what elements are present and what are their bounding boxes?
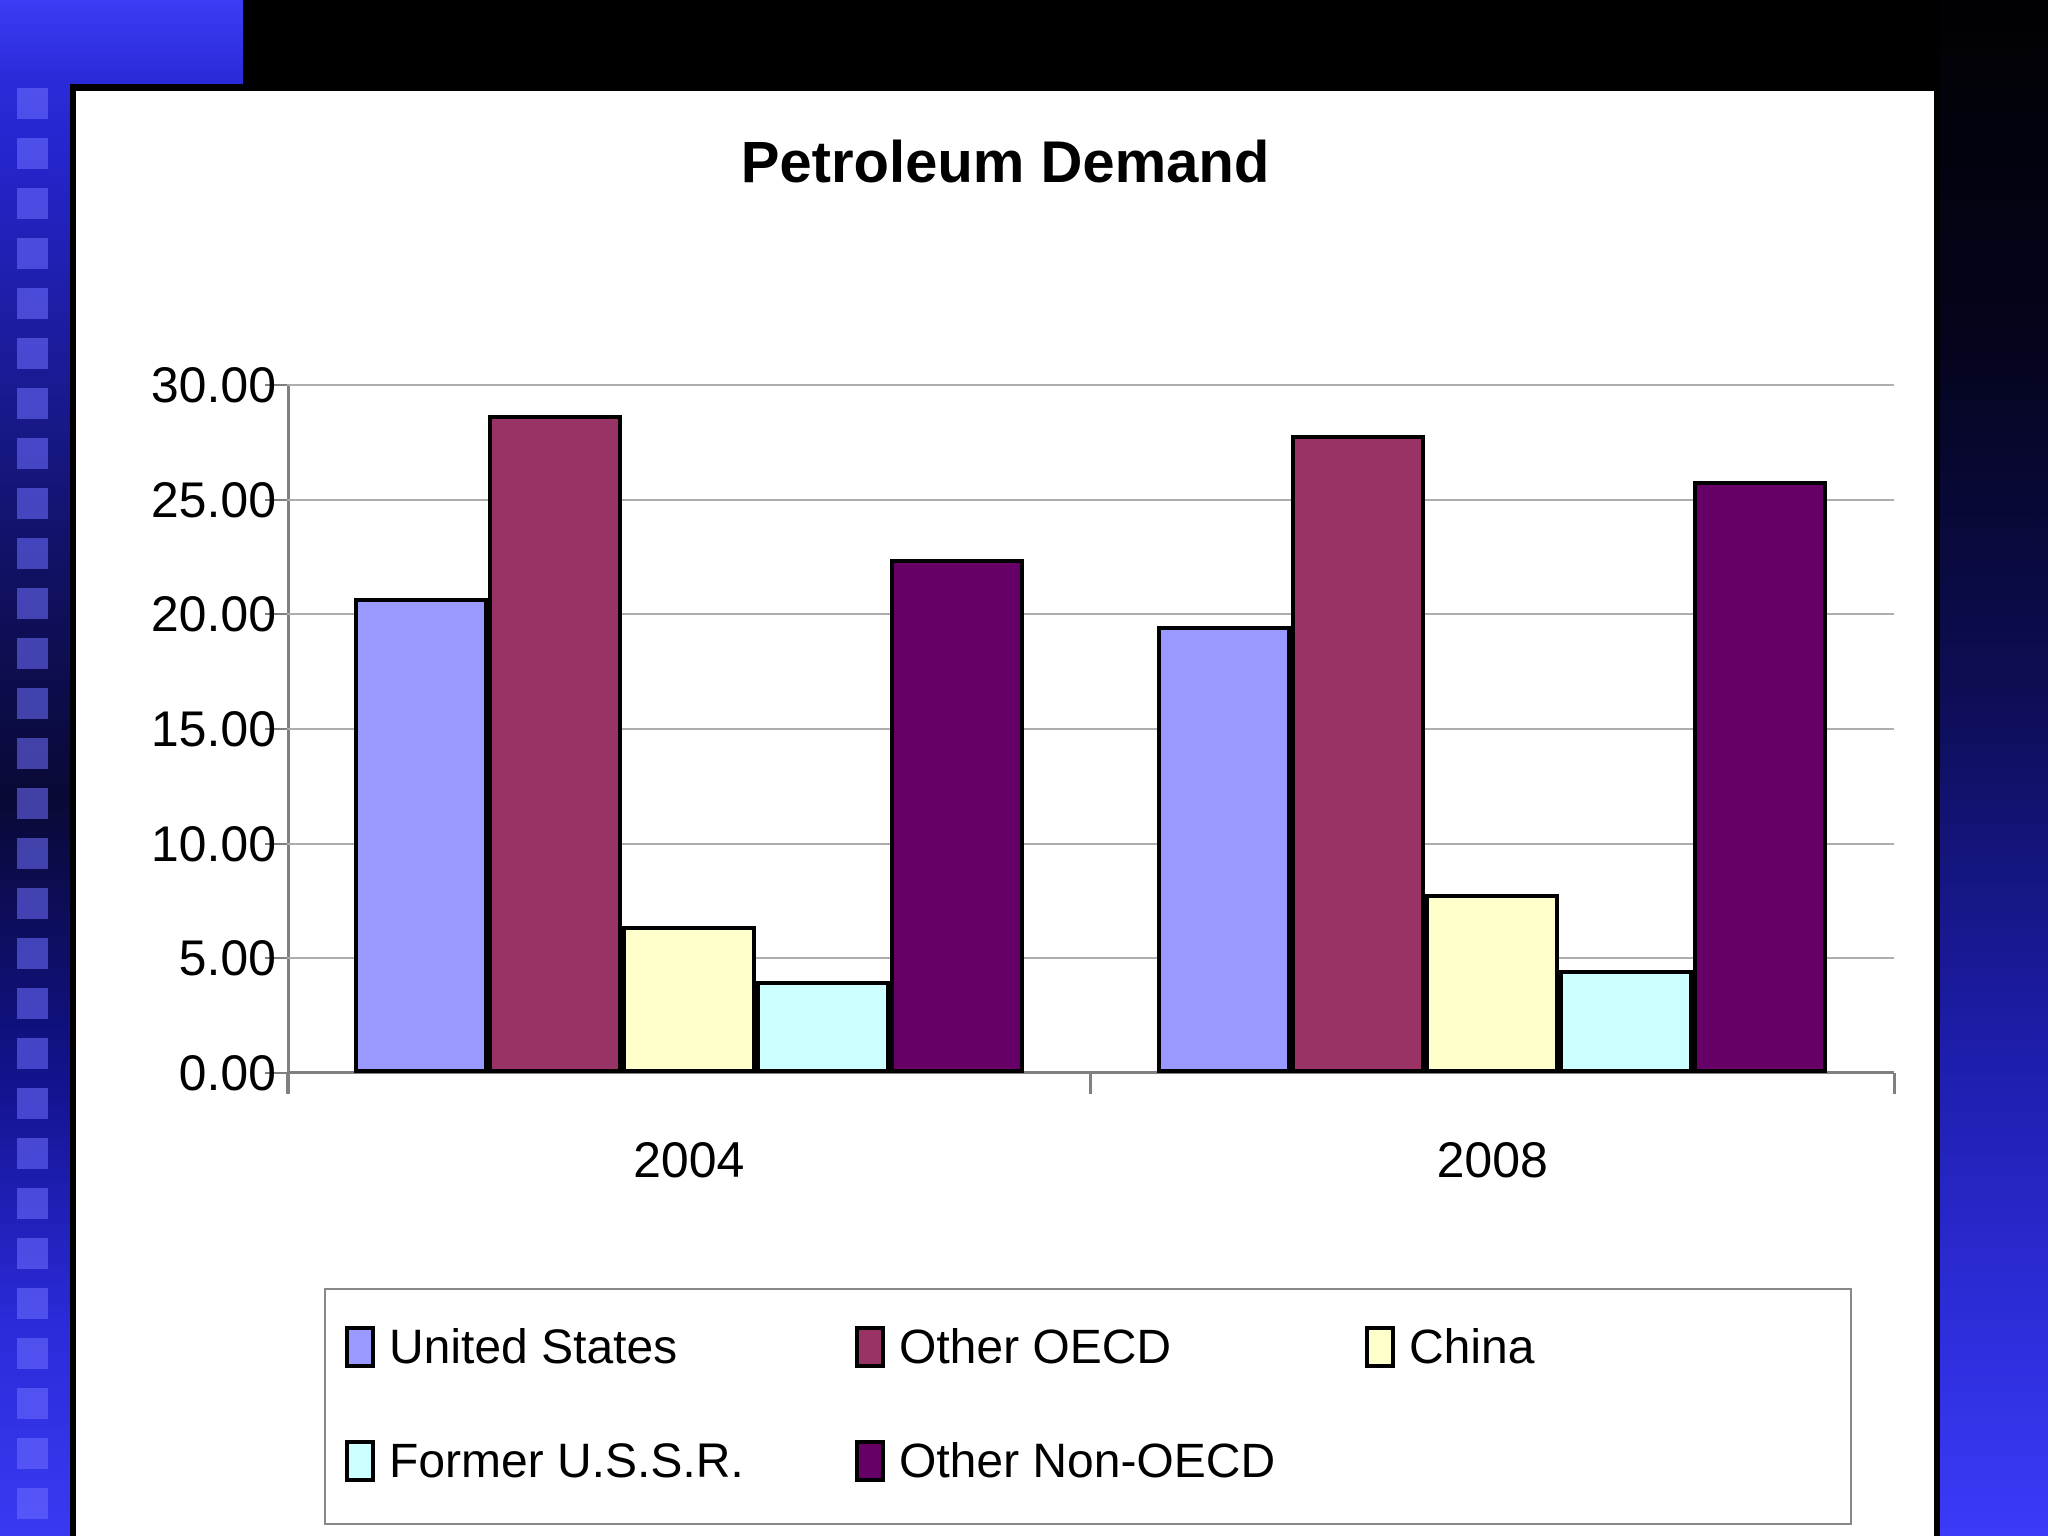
gridline	[287, 498, 1894, 501]
gridline	[287, 728, 1894, 730]
legend-swatch-former-ussr	[345, 1440, 375, 1482]
legend-item: Other Non-OECD	[855, 1434, 1275, 1488]
legend-item: Other OECD	[855, 1320, 1171, 1374]
legend-label: Other OECD	[899, 1320, 1172, 1374]
bar-former-u-s-s-r--2008	[1559, 969, 1694, 1073]
y-axis-tick-label: 20.00	[150, 586, 276, 643]
bar-united-states-2004	[353, 598, 488, 1073]
right-gradient-strip	[1940, 0, 2048, 1536]
gridline	[287, 384, 1894, 386]
legend-item: United States	[345, 1320, 677, 1374]
plot-area	[265, 384, 1896, 1094]
legend-swatch-united-states	[345, 1326, 375, 1368]
y-axis-tick-label: 30.00	[150, 357, 276, 413]
filmstrip-squares-pattern	[17, 88, 48, 1536]
legend-item: China	[1365, 1320, 1534, 1374]
y-axis-tick	[265, 728, 287, 730]
category-label-2008: 2008	[1436, 1132, 1548, 1188]
y-axis-tick-label: 25.00	[150, 471, 276, 528]
y-axis-tick	[265, 842, 287, 845]
legend-label: United States	[389, 1320, 678, 1374]
y-axis-tick-label: 0.00	[178, 1045, 276, 1101]
bar-other-non-oecd-2008	[1693, 481, 1828, 1073]
chart-title: Petroleum Demand	[740, 130, 1270, 195]
y-axis-tick	[265, 957, 287, 960]
legend-label: Other Non-OECD	[899, 1434, 1276, 1488]
legend-swatch-china	[1365, 1326, 1395, 1368]
x-axis-tick	[1089, 1073, 1092, 1094]
gridline	[287, 613, 1894, 616]
legend-swatch-other-non-oecd	[855, 1440, 885, 1482]
bar-united-states-2008	[1157, 625, 1292, 1073]
bar-other-oecd-2004	[487, 414, 622, 1073]
bar-other-non-oecd-2004	[889, 559, 1024, 1073]
bar-other-oecd-2008	[1291, 435, 1426, 1073]
y-axis-tick	[265, 498, 287, 501]
category-label-2004: 2004	[633, 1132, 745, 1188]
legend-label: China	[1409, 1320, 1535, 1374]
bar-china-2008	[1425, 894, 1560, 1073]
y-axis-line	[287, 385, 290, 1094]
legend-item: Former U.S.S.R.	[345, 1434, 744, 1488]
gridline	[287, 842, 1894, 845]
y-axis-tick	[265, 384, 287, 386]
legend: United States Other OECD China Former U.…	[324, 1288, 1852, 1525]
x-axis-tick	[1892, 1073, 1896, 1094]
x-axis-tick	[285, 1073, 289, 1094]
x-axis-line	[287, 1071, 1894, 1074]
y-axis-tick	[265, 1072, 287, 1074]
y-axis-tick-label: 5.00	[178, 930, 276, 987]
y-axis-tick	[265, 613, 287, 616]
y-axis-tick-label: 10.00	[150, 815, 276, 872]
y-axis-tick-label: 15.00	[150, 701, 276, 757]
bar-china-2004	[621, 926, 756, 1073]
left-filmstrip-decoration	[0, 0, 70, 1536]
top-left-accent-block	[0, 0, 243, 84]
gridline	[287, 957, 1894, 960]
legend-label: Former U.S.S.R.	[389, 1434, 744, 1488]
bar-former-u-s-s-r--2004	[755, 981, 890, 1073]
legend-swatch-other-oecd	[855, 1326, 885, 1368]
slide: Petroleum Demand 0.00 5.00 10.00 15.00 20.00…	[70, 85, 1940, 1536]
